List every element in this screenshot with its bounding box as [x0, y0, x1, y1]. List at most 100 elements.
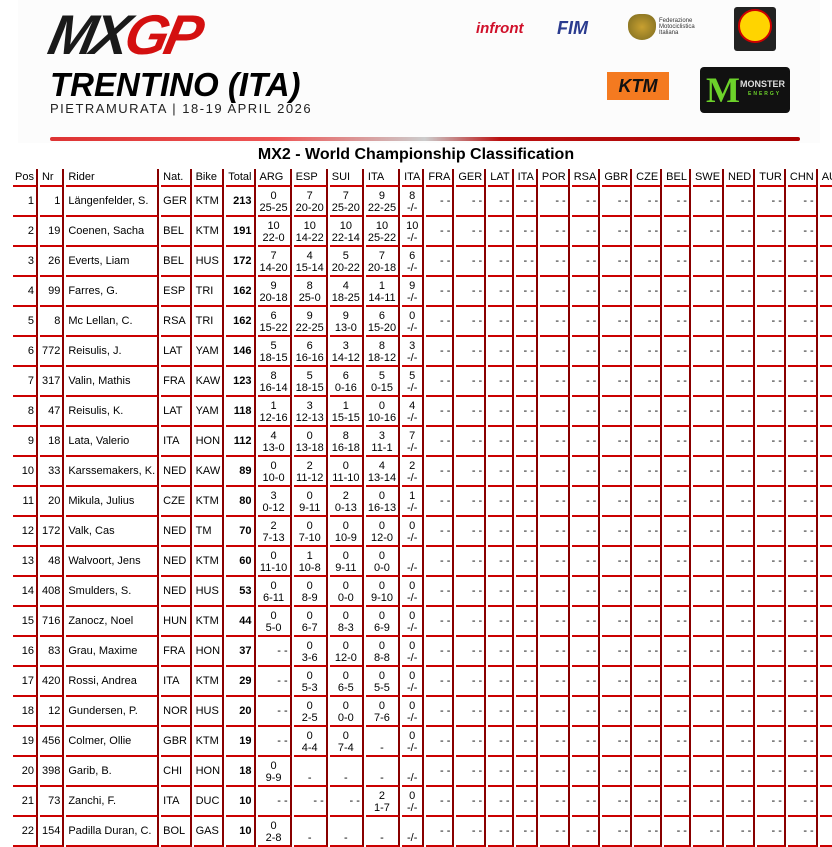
column-header: Rider [66, 169, 160, 187]
event-result-cell: - [329, 817, 364, 847]
event-empty-cell: - - [819, 277, 832, 307]
event-empty-cell: - - [488, 367, 514, 397]
bike-cell: HON [193, 757, 225, 787]
event-empty-cell: - - [456, 247, 487, 277]
event-empty-cell: - - [539, 697, 570, 727]
event-empty-cell: - - [634, 367, 663, 397]
event-empty-cell: - - [757, 787, 786, 817]
event-empty-cell: - - [757, 277, 786, 307]
ktm-logo: KTM [607, 72, 669, 100]
event-empty-cell: - - [488, 337, 514, 367]
nation-cell: ITA [161, 667, 192, 697]
heat-points: 14-22 [295, 232, 324, 244]
bike-cell: KAW [193, 457, 225, 487]
event-result-cell: - [293, 757, 328, 787]
event-points: 8 [409, 190, 416, 202]
event-empty-cell: - - [456, 547, 487, 577]
heat-points: 3-6 [301, 652, 318, 664]
event-empty-cell: - - [819, 667, 832, 697]
event-empty-cell: - - [456, 427, 487, 457]
event-points [404, 760, 420, 772]
rider-cell: Grau, Maxime [66, 637, 160, 667]
event-empty-cell: - - [426, 427, 455, 457]
heat-points: 20-22 [331, 262, 360, 274]
heat-points: - [307, 772, 312, 784]
event-empty-cell: - - [787, 787, 818, 817]
event-empty-cell: - - [488, 787, 514, 817]
event-points: 9 [378, 190, 386, 202]
event-empty-cell: - - [456, 817, 487, 847]
event-empty-cell: - - [634, 247, 663, 277]
event-empty-cell: - - [787, 577, 818, 607]
event-empty-cell: - - [664, 547, 691, 577]
event-empty-cell: - - [692, 727, 725, 757]
event-points: 0 [306, 490, 313, 502]
heat-points: 10-16 [367, 412, 397, 424]
event-result-cell: 0 9-11 [329, 547, 364, 577]
event-empty-cell: - - [787, 697, 818, 727]
event-empty-cell: - - [571, 427, 601, 457]
heat-points: 0-12 [262, 502, 285, 514]
event-points: 0 [409, 580, 416, 592]
event-empty-cell: - - [488, 727, 514, 757]
event-empty-cell: - - [726, 667, 756, 697]
event-empty-cell: - - [819, 547, 832, 577]
event-result-cell: 0 3-6 [293, 637, 328, 667]
event-points: 0 [409, 610, 416, 622]
event-empty-cell: - - [488, 637, 514, 667]
event-points: 10 [267, 220, 280, 232]
table-row: 2 19 Coenen, Sacha BEL KTM 191 10 22-0 10 14-22 10… [13, 217, 832, 247]
heat-points: 22-0 [262, 232, 285, 244]
total-cell: 123 [226, 367, 256, 397]
event-empty-cell: - - [757, 487, 786, 517]
event-result-cell: 8 16-18 [329, 427, 364, 457]
event-result-cell: 0 13-18 [293, 427, 328, 457]
event-points: 1 [342, 400, 349, 412]
event-points: 0 [306, 670, 313, 682]
event-empty-cell: - - [571, 757, 601, 787]
heat-points: 11-1 [371, 442, 393, 454]
event-empty-cell: - - [426, 487, 455, 517]
event-empty-cell: - - [456, 727, 487, 757]
event-empty-cell: - - [602, 487, 633, 517]
bike-cell: HUS [193, 697, 225, 727]
event-empty-cell: - - [515, 187, 538, 217]
event-empty-cell: - - [692, 787, 725, 817]
event-result-cell: 7 25-20 [329, 187, 364, 217]
table-row: 22 154 Padilla Duran, C. BOL GAS 10 0 2-8- - - -/-… [13, 817, 832, 847]
event-empty-cell: - - [726, 757, 756, 787]
event-empty-cell: - - [571, 727, 601, 757]
event-result-cell: 0 -/- [402, 607, 425, 637]
rider-cell: Farres, G. [66, 277, 160, 307]
heat-points: 14-12 [331, 352, 360, 364]
event-empty-cell: - - [257, 637, 292, 667]
event-empty-cell: - - [515, 307, 538, 337]
event-points: 7 [270, 250, 277, 262]
table-row: 1 1 Längenfelder, S. GER KTM 213 0 25-25 7 20-20 7… [13, 187, 832, 217]
event-points: 8 [342, 430, 349, 442]
position-cell: 21 [13, 787, 38, 817]
heat-points: -/- [407, 832, 418, 844]
event-empty-cell: - - [634, 307, 663, 337]
heat-points: 6-7 [301, 622, 318, 634]
event-empty-cell: - - [426, 217, 455, 247]
rider-cell: Gundersen, P. [66, 697, 160, 727]
column-header: NED [726, 169, 756, 187]
heat-points: 6-11 [262, 592, 285, 604]
event-empty-cell: - - [602, 397, 633, 427]
table-row: 3 26 Everts, Liam BEL HUS 172 7 14-20 4 15-14 5 20-… [13, 247, 832, 277]
event-empty-cell: - - [634, 277, 663, 307]
total-cell: 18 [226, 757, 256, 787]
event-empty-cell: - - [787, 367, 818, 397]
heat-points: 0-0 [337, 712, 354, 724]
event-empty-cell: - - [602, 577, 633, 607]
position-cell: 22 [13, 817, 38, 847]
rider-cell: Längenfelder, S. [66, 187, 160, 217]
total-cell: 70 [226, 517, 256, 547]
event-empty-cell: - - [426, 277, 455, 307]
event-name: TRENTINO (ITA) [50, 66, 301, 103]
event-empty-cell: - - [726, 427, 756, 457]
bike-cell: YAM [193, 337, 225, 367]
number-cell: 12 [39, 697, 65, 727]
event-points: 2 [306, 460, 313, 472]
